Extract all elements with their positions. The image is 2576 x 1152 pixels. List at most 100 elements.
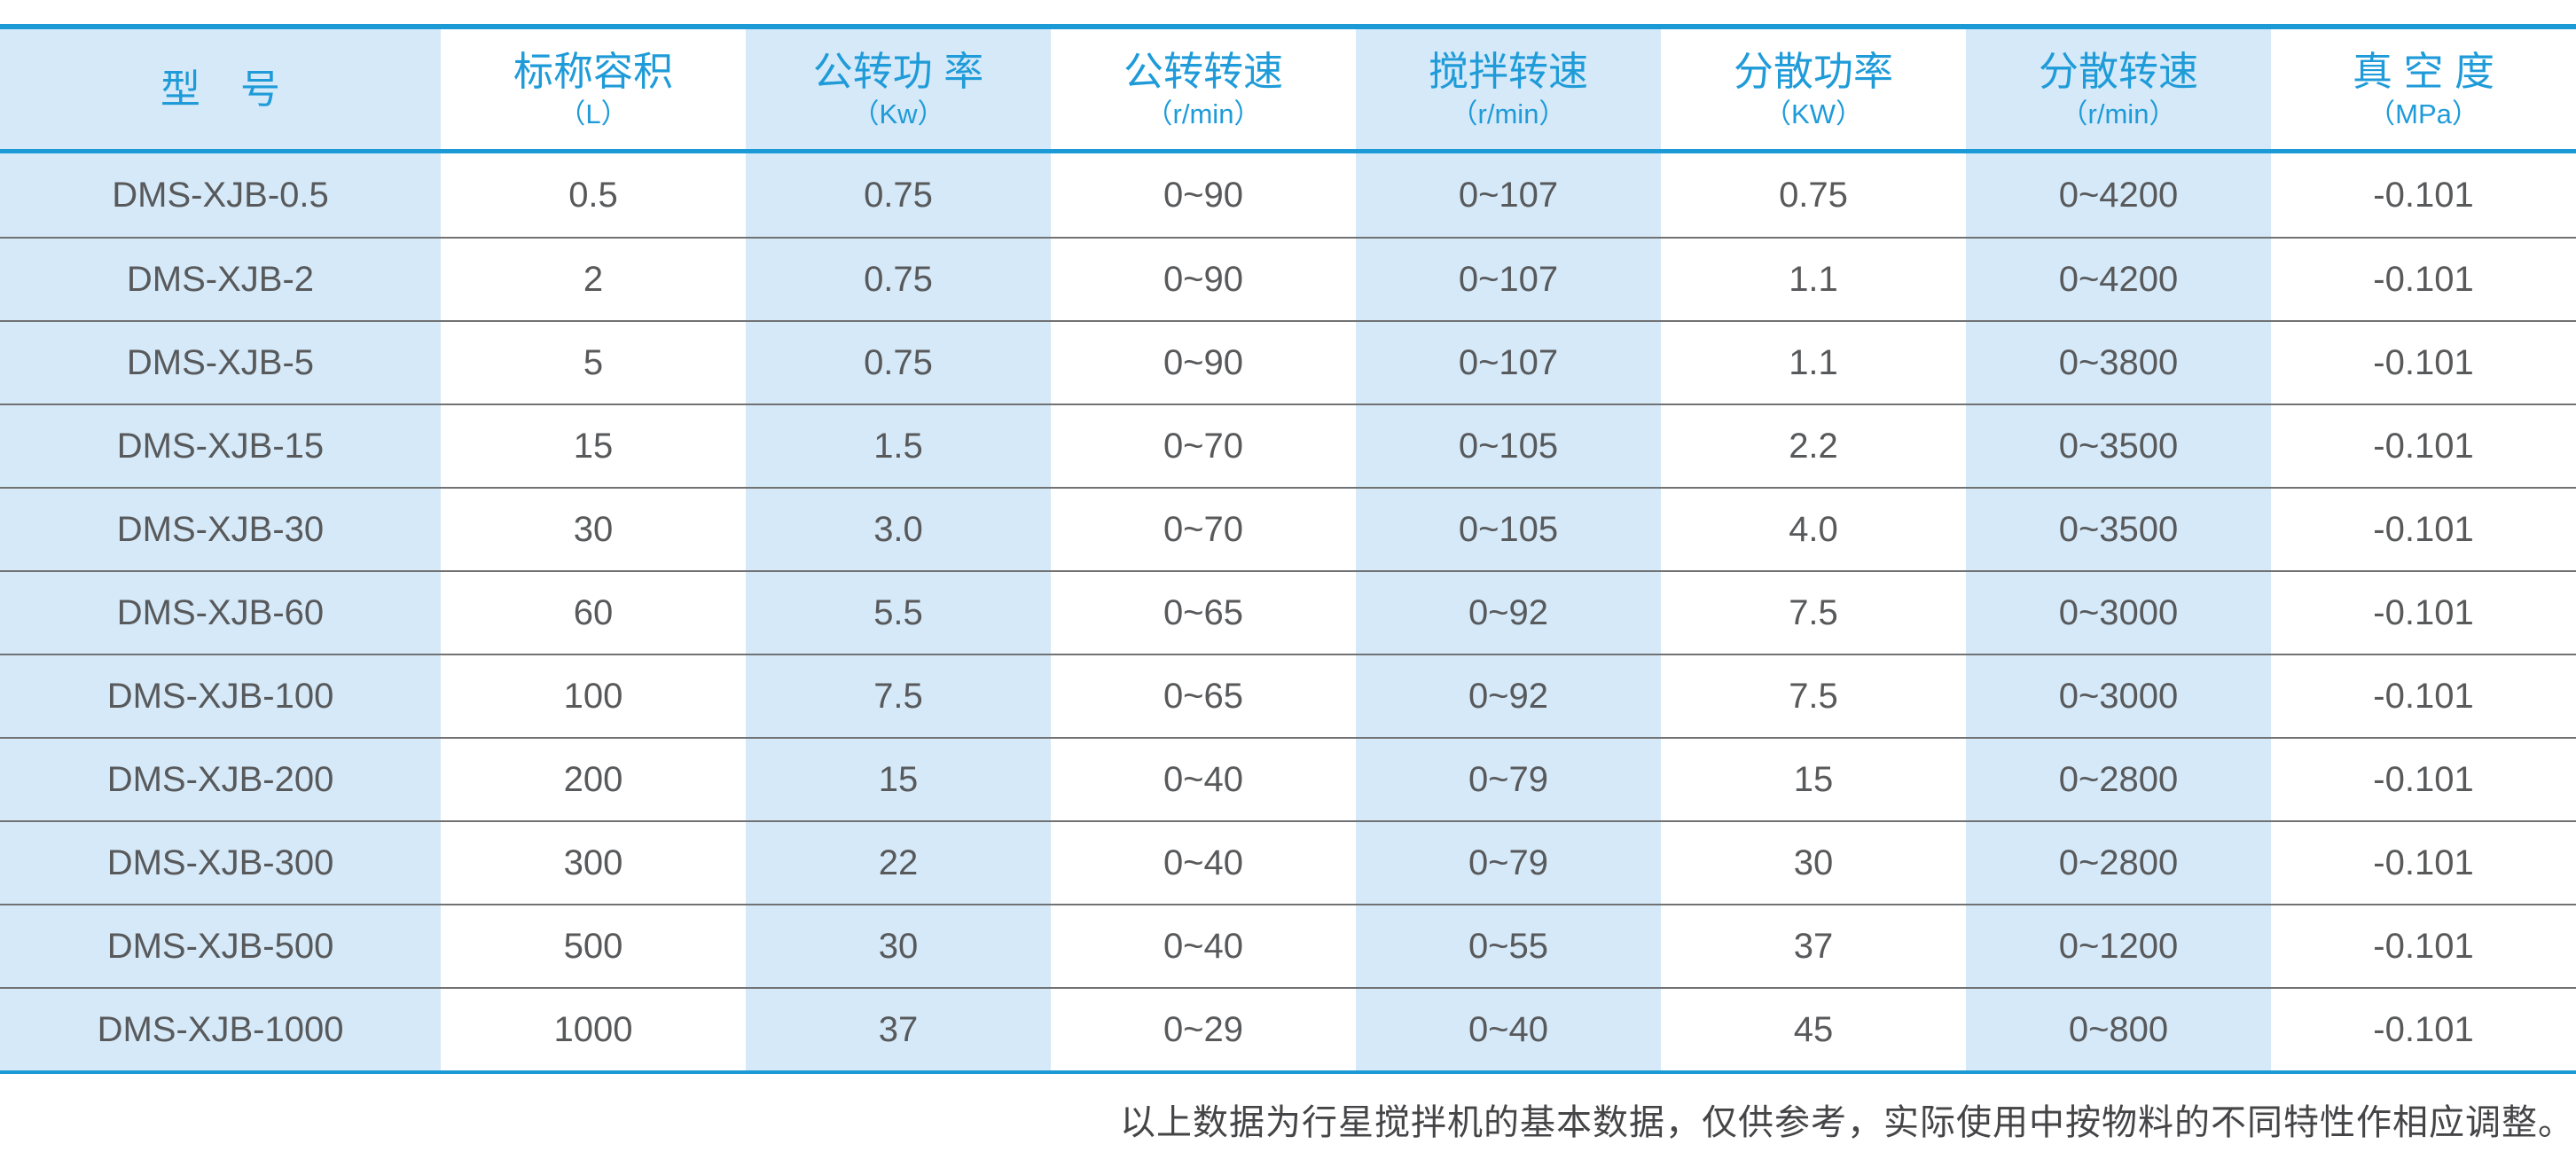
value-cell: -0.101 (2271, 405, 2576, 487)
table-row: DMS-XJB-0.5 0.5 0.75 0~90 0~107 0.75 0~4200 -0.… (0, 153, 2576, 237)
column-header-0: 型 号 (0, 29, 441, 149)
column-unit: （r/min） (1145, 98, 1262, 129)
column-header-6: 分散转速 （r/min） (1966, 29, 2271, 149)
value-cell: 0~40 (1051, 905, 1356, 987)
value-cell: 0~4200 (1966, 153, 2271, 237)
value-cell: 0~90 (1051, 322, 1356, 404)
value-cell: 30 (746, 905, 1051, 987)
value-cell: -0.101 (2271, 489, 2576, 570)
model-cell: DMS-XJB-15 (0, 405, 441, 487)
value-cell: 15 (441, 405, 746, 487)
value-cell: 0~3000 (1966, 572, 2271, 654)
table-row: DMS-XJB-5 5 0.75 0~90 0~107 1.1 0~3800 -0.101 (0, 320, 2576, 404)
value-cell: 0~70 (1051, 405, 1356, 487)
value-cell: 0~40 (1051, 739, 1356, 820)
value-cell: 200 (441, 739, 746, 820)
model-cell: DMS-XJB-30 (0, 489, 441, 570)
value-cell: 22 (746, 822, 1051, 904)
column-unit: （MPa） (2368, 98, 2479, 129)
value-cell: 0.5 (441, 153, 746, 237)
value-cell: 0~3800 (1966, 322, 2271, 404)
value-cell: 30 (441, 489, 746, 570)
value-cell: 0~1200 (1966, 905, 2271, 987)
value-cell: 0~105 (1356, 405, 1661, 487)
value-cell: 1.5 (746, 405, 1051, 487)
value-cell: 0~92 (1356, 655, 1661, 737)
table-row: DMS-XJB-100 100 7.5 0~65 0~92 7.5 0~3000 -0.101 (0, 654, 2576, 737)
table-header-row: 型 号 标称容积 （L） 公转功 率 （Kw） 公转转速 （r/min） 搅拌转速 （r/min… (0, 29, 2576, 153)
column-header-7: 真 空 度 （MPa） (2271, 29, 2576, 149)
model-cell: DMS-XJB-0.5 (0, 153, 441, 237)
value-cell: 0~40 (1356, 989, 1661, 1070)
value-cell: 500 (441, 905, 746, 987)
model-cell: DMS-XJB-1000 (0, 989, 441, 1070)
value-cell: 0~3000 (1966, 655, 2271, 737)
table-row: DMS-XJB-1000 1000 37 0~29 0~40 45 0~800 -0.101 (0, 987, 2576, 1070)
table-row: DMS-XJB-500 500 30 0~40 0~55 37 0~1200 -0.101 (0, 904, 2576, 987)
model-cell: DMS-XJB-500 (0, 905, 441, 987)
column-header-4: 搅拌转速 （r/min） (1356, 29, 1661, 149)
column-header-3: 公转转速 （r/min） (1051, 29, 1356, 149)
value-cell: 0~2800 (1966, 739, 2271, 820)
value-cell: 5.5 (746, 572, 1051, 654)
column-title: 分散转速 (2038, 48, 2198, 94)
model-cell: DMS-XJB-5 (0, 322, 441, 404)
column-header-1: 标称容积 （L） (441, 29, 746, 149)
value-cell: 30 (1661, 822, 1966, 904)
footnote: 以上数据为行星搅拌机的基本数据，仅供参考，实际使用中按物料的不同特性作相应调整。 (1120, 1102, 2574, 1143)
column-title: 公转功 率 (812, 48, 984, 94)
value-cell: 300 (441, 822, 746, 904)
value-cell: 0~65 (1051, 572, 1356, 654)
value-cell: 7.5 (746, 655, 1051, 737)
column-unit: （KW） (1764, 98, 1863, 129)
value-cell: 1.1 (1661, 239, 1966, 320)
table-row: DMS-XJB-2 2 0.75 0~90 0~107 1.1 0~4200 -0.101 (0, 237, 2576, 320)
value-cell: 3.0 (746, 489, 1051, 570)
value-cell: 37 (1661, 905, 1966, 987)
value-cell: 15 (1661, 739, 1966, 820)
column-title: 型 号 (160, 67, 280, 112)
table-row: DMS-XJB-200 200 15 0~40 0~79 15 0~2800 -0.101 (0, 737, 2576, 820)
value-cell: 4.0 (1661, 489, 1966, 570)
model-cell: DMS-XJB-60 (0, 572, 441, 654)
table-row: DMS-XJB-300 300 22 0~40 0~79 30 0~2800 -0.101 (0, 820, 2576, 904)
model-cell: DMS-XJB-100 (0, 655, 441, 737)
value-cell: 0~29 (1051, 989, 1356, 1070)
value-cell: 5 (441, 322, 746, 404)
value-cell: 0~55 (1356, 905, 1661, 987)
value-cell: 0~107 (1356, 153, 1661, 237)
model-cell: DMS-XJB-200 (0, 739, 441, 820)
value-cell: 0~105 (1356, 489, 1661, 570)
value-cell: 1.1 (1661, 322, 1966, 404)
value-cell: 0~90 (1051, 153, 1356, 237)
value-cell: 0~90 (1051, 239, 1356, 320)
value-cell: 60 (441, 572, 746, 654)
value-cell: 0~2800 (1966, 822, 2271, 904)
value-cell: 7.5 (1661, 572, 1966, 654)
column-unit: （r/min） (1450, 98, 1567, 129)
value-cell: 0~65 (1051, 655, 1356, 737)
value-cell: 0.75 (746, 322, 1051, 404)
column-unit: （L） (558, 98, 629, 129)
value-cell: 2 (441, 239, 746, 320)
value-cell: 45 (1661, 989, 1966, 1070)
value-cell: 0.75 (746, 239, 1051, 320)
column-header-2: 公转功 率 （Kw） (746, 29, 1051, 149)
column-title: 分散功率 (1733, 48, 1893, 94)
spec-table: 型 号 标称容积 （L） 公转功 率 （Kw） 公转转速 （r/min） 搅拌转速 （r/min… (0, 24, 2576, 1074)
column-title: 搅拌转速 (1428, 48, 1588, 94)
value-cell: 7.5 (1661, 655, 1966, 737)
value-cell: 0~4200 (1966, 239, 2271, 320)
value-cell: 0~92 (1356, 572, 1661, 654)
value-cell: 0~79 (1356, 822, 1661, 904)
value-cell: 0~107 (1356, 322, 1661, 404)
value-cell: 0~3500 (1966, 405, 2271, 487)
value-cell: 15 (746, 739, 1051, 820)
value-cell: 100 (441, 655, 746, 737)
value-cell: 0~70 (1051, 489, 1356, 570)
table-row: DMS-XJB-30 30 3.0 0~70 0~105 4.0 0~3500 -0.101 (0, 487, 2576, 570)
model-cell: DMS-XJB-300 (0, 822, 441, 904)
value-cell: -0.101 (2271, 655, 2576, 737)
model-cell: DMS-XJB-2 (0, 239, 441, 320)
